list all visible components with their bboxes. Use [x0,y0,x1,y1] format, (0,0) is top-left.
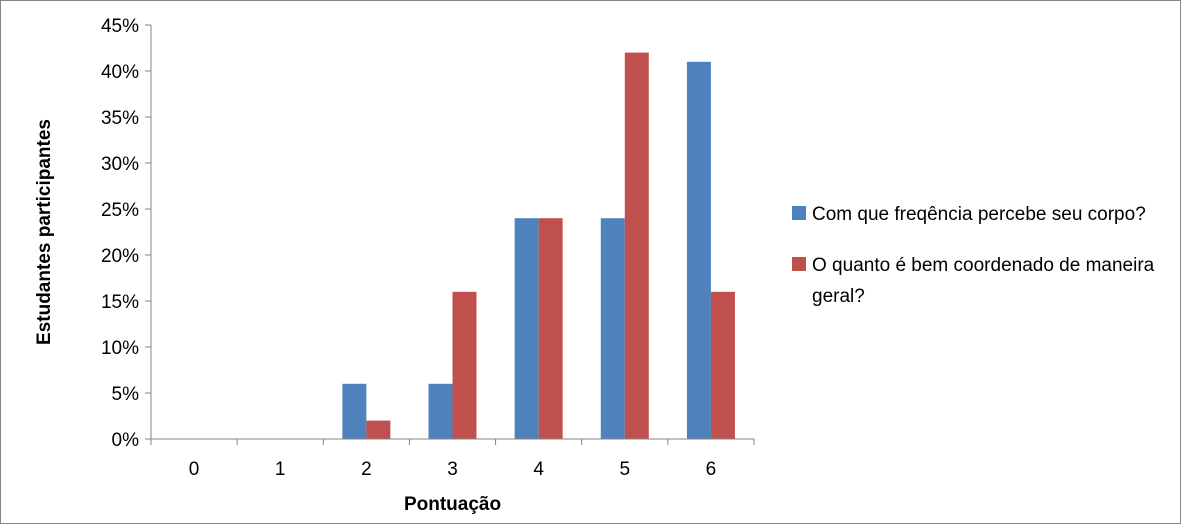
bar-series-2-cat-2 [366,420,391,439]
bar-series-1-cat-3 [428,383,453,439]
y-tick-label: 15% [101,292,139,313]
x-tick-label: 4 [533,459,544,480]
x-axis-title: Pontuação [404,494,501,515]
x-tick-label: 3 [447,459,458,480]
y-tick-label: 20% [101,246,139,267]
x-tick-label: 0 [189,459,200,480]
x-axis-ticks: 0 1 2 3 4 5 6 [150,439,755,480]
bar-series-2-cat-4 [538,218,563,439]
bars [342,52,735,440]
legend: Com que freqência percebe seu corpo? O q… [788,199,1168,332]
x-tick-label: 2 [361,459,372,480]
bar-series-2-cat-6 [710,291,735,439]
y-tick-label: 30% [101,154,139,175]
bar-series-1-cat-6 [686,61,711,440]
y-tick-label: 5% [112,384,140,405]
legend-item-series-2: O quanto é bem coordenado de maneira ger… [788,250,1168,312]
bar-series-2-cat-3 [452,291,477,439]
y-axis-ticks: 0% 5% 10% 15% 20% 25% 30% 35% 40% 45% [101,16,151,451]
x-tick-label: 1 [275,459,286,480]
bar-series-1-cat-2 [342,383,367,439]
bar-series-1-cat-5 [600,218,625,439]
y-tick-label: 35% [101,108,139,129]
y-axis-title: Estudantes participantes [34,119,55,345]
legend-item-series-1: Com que freqência percebe seu corpo? [788,199,1168,230]
y-tick-label: 0% [112,430,140,451]
y-tick-label: 45% [101,16,139,37]
y-tick-label: 25% [101,200,139,221]
x-tick-label: 6 [706,459,717,480]
y-tick-label: 40% [101,62,139,83]
x-tick-label: 5 [619,459,630,480]
bar-series-1-cat-4 [514,218,539,439]
y-tick-label: 10% [101,338,139,359]
legend-label: O quanto é bem coordenado de maneira ger… [812,255,1155,307]
bar-series-2-cat-5 [624,52,649,439]
legend-swatch-red [792,257,806,271]
legend-swatch-blue [792,206,806,220]
legend-label: Com que freqência percebe seu corpo? [812,204,1146,225]
